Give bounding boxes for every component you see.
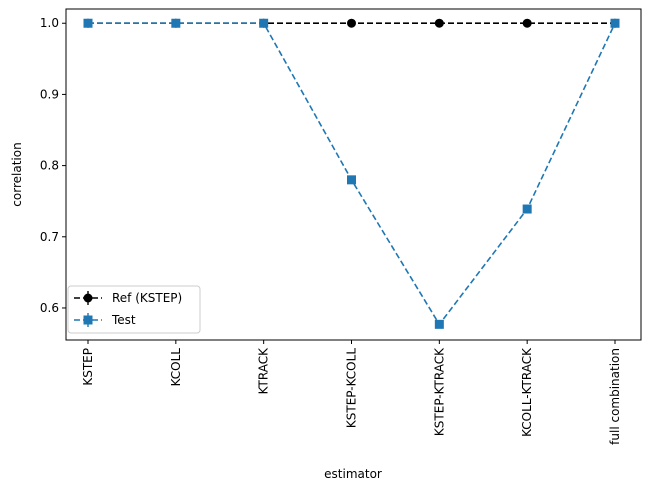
y-tick-label: 0.8 xyxy=(40,159,59,173)
plot-area xyxy=(66,9,641,340)
x-tick-label: KSTEP-KCOLL xyxy=(345,348,359,428)
data-point xyxy=(171,18,181,28)
legend: Ref (KSTEP) Test xyxy=(67,285,201,334)
y-tick-label: 0.6 xyxy=(40,301,59,315)
series-test xyxy=(83,18,620,329)
data-point xyxy=(83,18,93,28)
x-axis-label: estimator xyxy=(324,467,382,481)
data-point xyxy=(522,204,532,214)
series-layer xyxy=(83,18,620,329)
data-point xyxy=(434,18,444,28)
y-axis-label: correlation xyxy=(10,142,24,206)
x-tick-label: KCOLL xyxy=(169,348,183,387)
x-tick-label: KSTEP-KTRACK xyxy=(432,347,446,436)
y-tick-label: 0.7 xyxy=(40,230,59,244)
y-axis: 0.6 0.7 0.8 0.9 1.0 xyxy=(40,16,66,315)
x-tick-label: KTRACK xyxy=(257,347,271,394)
data-point xyxy=(347,175,356,185)
data-point xyxy=(434,319,444,329)
legend-label: Ref (KSTEP) xyxy=(112,291,182,305)
y-tick-label: 1.0 xyxy=(40,16,59,30)
x-tick-label: full combination xyxy=(608,348,622,445)
data-point xyxy=(347,18,356,28)
x-tick-label: KCOLL-KTRACK xyxy=(520,347,534,437)
plot-frame xyxy=(65,8,642,341)
legend-marker xyxy=(83,315,93,325)
x-axis: KSTEP KCOLL KTRACK KSTEP-KCOLL KSTEP-KTRACK K… xyxy=(81,340,622,445)
legend-marker xyxy=(83,293,93,303)
data-point xyxy=(610,18,620,28)
data-point xyxy=(259,18,269,28)
y-tick-label: 0.9 xyxy=(40,87,59,101)
data-point xyxy=(522,18,532,28)
x-tick-label: KSTEP xyxy=(81,348,95,386)
legend-label: Test xyxy=(111,313,136,327)
